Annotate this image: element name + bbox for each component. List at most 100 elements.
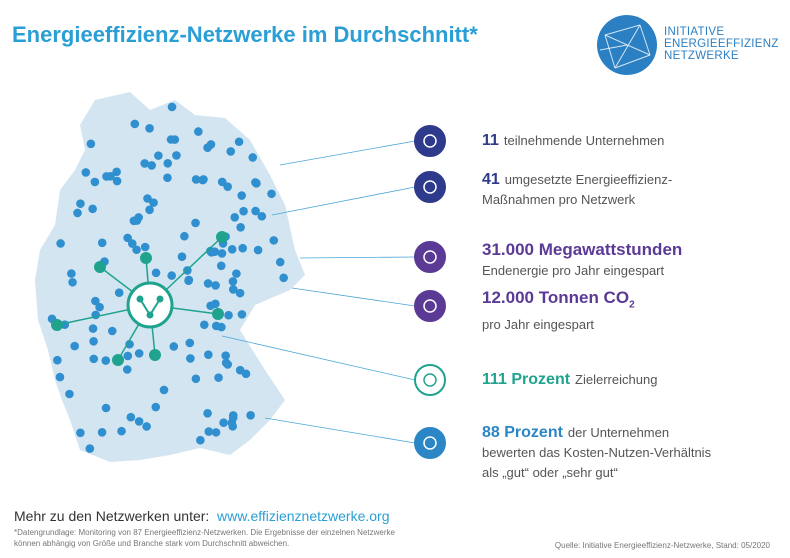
logo-net xyxy=(604,24,641,36)
network-node xyxy=(140,252,152,264)
company-dot xyxy=(238,243,247,253)
connector xyxy=(264,417,416,444)
company-dot xyxy=(126,412,136,422)
company-dot xyxy=(185,338,195,348)
company-dot xyxy=(221,351,230,360)
stat-value: 11 xyxy=(482,132,499,149)
company-dot xyxy=(228,285,238,294)
company-dot xyxy=(217,177,227,187)
stat-block: 111 Prozent Zielerreichung xyxy=(482,370,657,390)
stat-value: 41 xyxy=(482,171,500,188)
company-dot xyxy=(67,269,76,278)
logo-net xyxy=(604,34,651,56)
company-dot xyxy=(214,373,223,382)
network-node xyxy=(51,319,63,331)
company-dot xyxy=(219,418,228,428)
company-dot xyxy=(269,236,279,245)
company-dot xyxy=(101,403,111,413)
logo-mark xyxy=(597,15,657,75)
company-dot xyxy=(65,389,74,399)
company-dot xyxy=(211,299,220,309)
company-dot xyxy=(101,356,111,365)
company-dot xyxy=(166,135,176,144)
logo-net xyxy=(604,34,616,69)
stat-block: 31.000 Megawattstunden Endenergie pro Jah… xyxy=(482,240,682,281)
company-dot xyxy=(53,355,62,365)
company-dot xyxy=(279,273,288,283)
company-dot xyxy=(180,231,189,241)
website-link[interactable]: www.effizienznetzwerke.org xyxy=(217,508,390,524)
company-dot xyxy=(151,402,161,412)
stat-icon-glyph xyxy=(423,134,437,148)
stat-text: Zielerreichung xyxy=(575,372,658,387)
company-dot xyxy=(196,435,205,445)
company-dot xyxy=(81,168,91,177)
company-dot xyxy=(257,211,267,221)
company-dot xyxy=(204,427,214,436)
company-dot xyxy=(97,238,107,248)
company-dot xyxy=(236,222,245,232)
company-dot xyxy=(163,173,172,183)
logo-net xyxy=(614,54,651,69)
company-dot xyxy=(107,326,117,336)
company-dot xyxy=(122,365,132,374)
company-dot xyxy=(194,127,203,136)
connector xyxy=(221,335,416,381)
company-dot xyxy=(234,137,244,147)
map-graphic xyxy=(35,15,657,462)
stat-icon-glyph xyxy=(423,250,437,264)
stat-text: teilnehmende Unternehmen xyxy=(503,133,665,148)
network-node xyxy=(212,308,224,320)
company-dot xyxy=(73,208,82,218)
company-dot xyxy=(149,198,158,207)
connector xyxy=(279,140,416,166)
company-dot xyxy=(167,271,176,280)
company-dot xyxy=(237,310,247,319)
company-dot xyxy=(251,178,260,187)
logo-text: INITIATIVE xyxy=(664,26,725,38)
logo-text: ENERGIEEFFIZIENZ xyxy=(664,38,779,50)
stat-value: 31.000 Megawattstunden xyxy=(482,240,683,259)
company-dot xyxy=(140,242,150,252)
stat-text: der Unternehmen xyxy=(567,425,670,440)
stat-line: 111 Prozent Zielerreichung xyxy=(482,370,657,390)
stat-block: 41 umgesetzte Energieeffizienz- Maßnahmen … xyxy=(482,170,672,210)
company-dot xyxy=(90,177,100,187)
stat-block: 88 Prozent der Unternehmen bewerten das Ko… xyxy=(482,423,711,483)
company-dot xyxy=(68,277,77,287)
company-dot xyxy=(203,279,213,288)
company-dot xyxy=(216,261,226,271)
company-dot xyxy=(217,249,227,258)
company-dot xyxy=(253,245,263,255)
network-hub xyxy=(126,281,174,329)
company-dot xyxy=(123,233,132,243)
company-dot xyxy=(211,281,220,290)
company-dot xyxy=(70,341,79,351)
company-dot xyxy=(199,175,208,184)
logo-net xyxy=(599,44,628,51)
stat-text: umgesetzte Energieeffizienz- xyxy=(504,172,673,187)
company-dot xyxy=(88,324,98,333)
company-dot xyxy=(169,342,179,351)
stat-text: Maßnahmen pro Netzwerk xyxy=(482,192,636,207)
footer-intro: Mehr zu den Netzwerken unter: xyxy=(14,508,210,524)
company-dot xyxy=(211,428,221,437)
company-dot xyxy=(235,288,245,298)
company-dot xyxy=(184,275,194,285)
stat-icon xyxy=(414,241,446,273)
company-dot xyxy=(221,358,231,368)
company-dot xyxy=(134,349,144,358)
company-dot xyxy=(163,159,173,168)
company-dot xyxy=(91,296,100,306)
stat-icon-glyph xyxy=(423,373,437,387)
company-dot xyxy=(117,426,126,436)
stat-text: Endenergie pro Jahr eingespart xyxy=(482,263,665,278)
company-dot xyxy=(56,239,65,248)
company-dot xyxy=(85,444,95,453)
company-dot xyxy=(151,268,161,278)
company-dot xyxy=(232,269,241,278)
stat-line: 41 umgesetzte Energieeffizienz- xyxy=(482,170,672,190)
stat-icon-glyph xyxy=(423,299,437,313)
company-dot xyxy=(145,205,154,215)
